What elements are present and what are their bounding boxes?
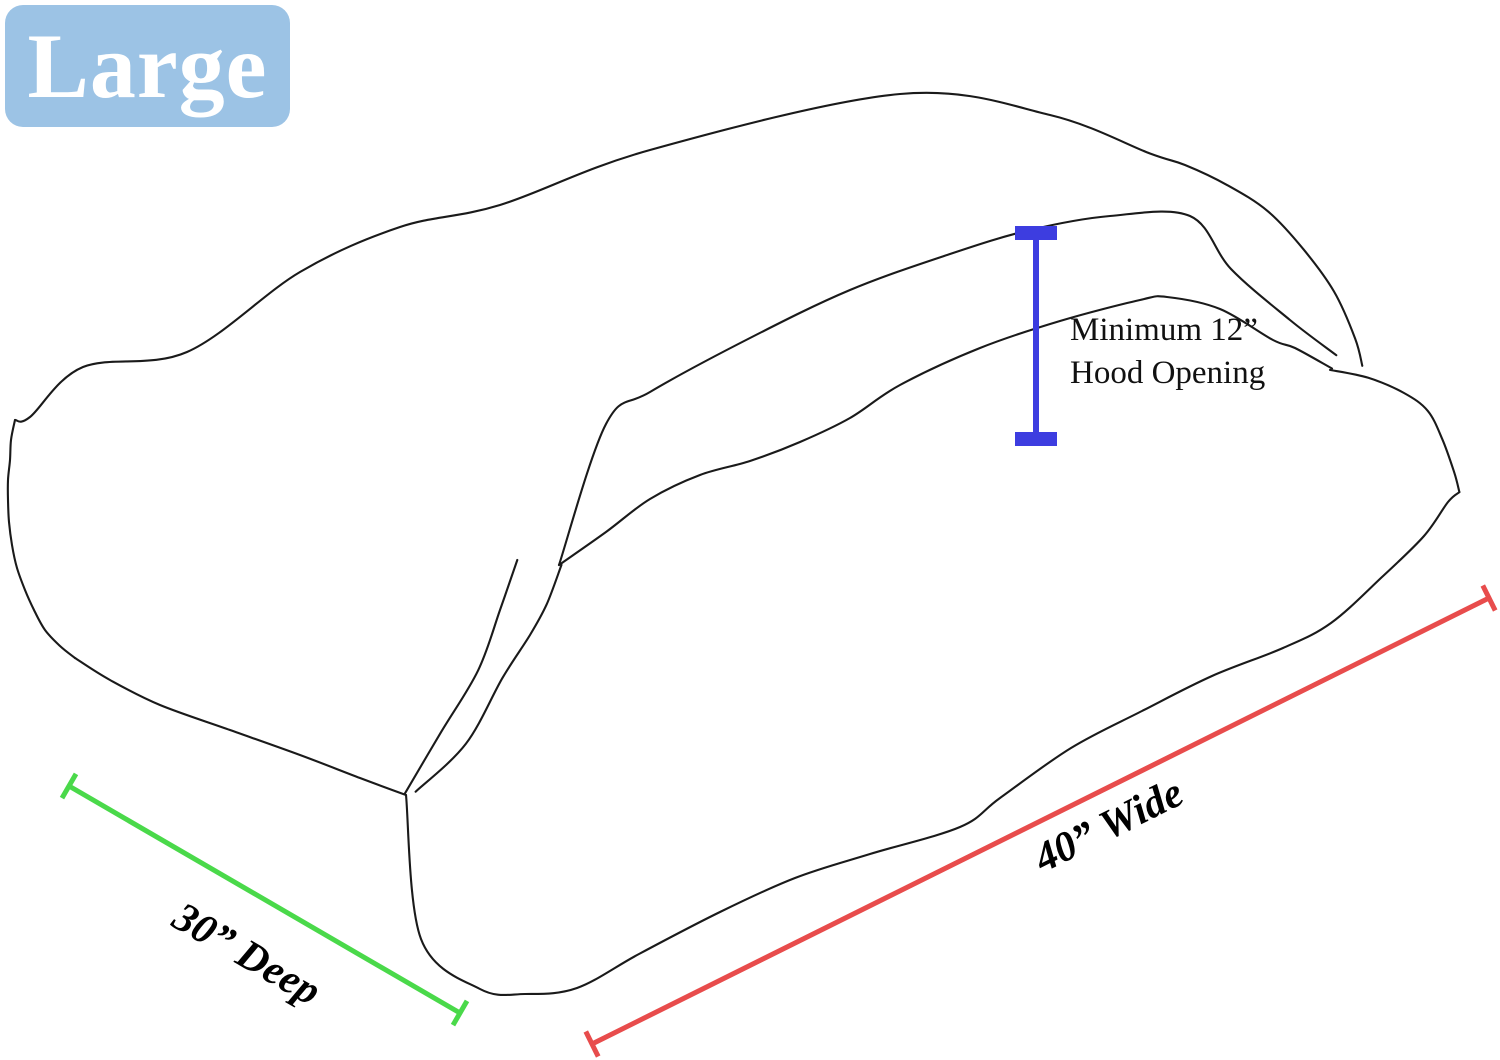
svg-text:Hood Opening: Hood Opening: [1070, 355, 1265, 391]
svg-text:30” Deep: 30” Deep: [164, 893, 328, 1015]
svg-text:Minimum 12”: Minimum 12”: [1070, 312, 1258, 348]
